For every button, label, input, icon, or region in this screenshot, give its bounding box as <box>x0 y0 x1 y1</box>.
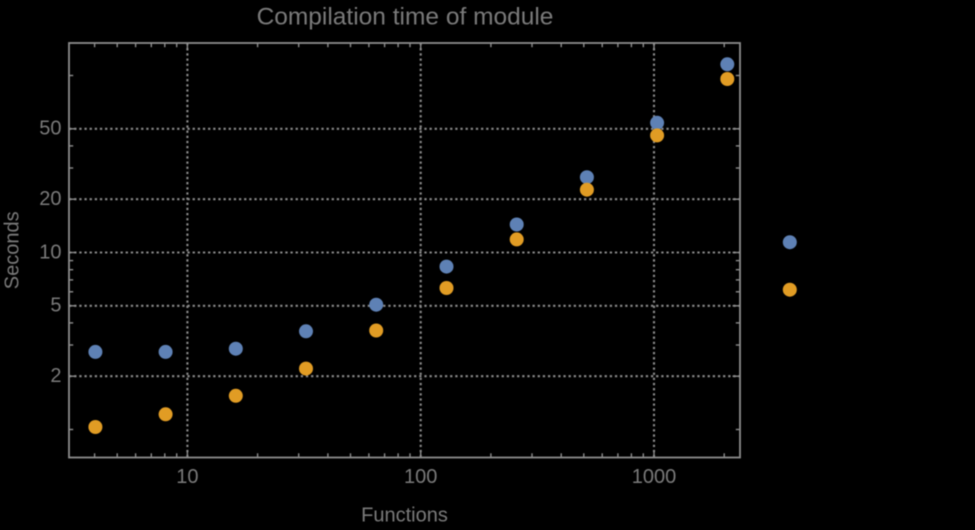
svg-text:Seconds: Seconds <box>2 211 24 289</box>
svg-text:2: 2 <box>50 365 61 387</box>
svg-text:100: 100 <box>404 466 437 488</box>
svg-text:10: 10 <box>39 241 61 263</box>
svg-text:20: 20 <box>39 188 61 210</box>
svg-text:Compilation time of module: Compilation time of module <box>257 4 554 31</box>
svg-text:1000: 1000 <box>632 466 677 488</box>
svg-text:5: 5 <box>50 295 61 317</box>
svg-text:Functions: Functions <box>361 505 448 526</box>
svg-text:10: 10 <box>176 466 198 488</box>
svg-text:50: 50 <box>39 118 61 140</box>
